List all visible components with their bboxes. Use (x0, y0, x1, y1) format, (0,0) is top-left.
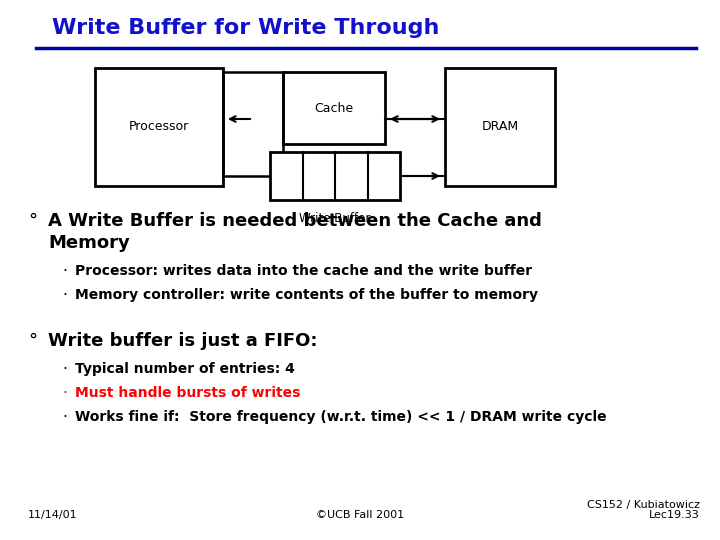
Text: A Write Buffer is needed between the Cache and: A Write Buffer is needed between the Cac… (48, 212, 542, 230)
Text: ·: · (62, 288, 67, 303)
Text: 11/14/01: 11/14/01 (28, 510, 78, 520)
Text: ·: · (62, 386, 67, 401)
Text: Processor: Processor (129, 120, 189, 133)
Text: Typical number of entries: 4: Typical number of entries: 4 (75, 362, 295, 376)
Text: Write buffer is just a FIFO:: Write buffer is just a FIFO: (48, 332, 318, 350)
Text: Memory: Memory (48, 234, 130, 252)
Text: Must handle bursts of writes: Must handle bursts of writes (75, 386, 300, 400)
Text: °: ° (28, 212, 37, 230)
Text: Cache: Cache (315, 102, 354, 114)
Bar (270, 152, 400, 200)
Text: Works fine if:  Store frequency (w.r.t. time) << 1 / DRAM write cycle: Works fine if: Store frequency (w.r.t. t… (75, 410, 607, 424)
Bar (283, 72, 385, 144)
Text: ·: · (62, 362, 67, 377)
Text: ·: · (62, 410, 67, 425)
Text: Processor: writes data into the cache and the write buffer: Processor: writes data into the cache an… (75, 264, 532, 278)
Text: Memory controller: write contents of the buffer to memory: Memory controller: write contents of the… (75, 288, 538, 302)
Text: DRAM: DRAM (482, 120, 518, 133)
Text: ·: · (62, 264, 67, 279)
Bar (445, 68, 555, 186)
Text: CS152 / Kubiatowicz: CS152 / Kubiatowicz (587, 500, 700, 510)
Text: ©UCB Fall 2001: ©UCB Fall 2001 (316, 510, 404, 520)
Text: Lec19.33: Lec19.33 (649, 510, 700, 520)
Text: Write Buffer: Write Buffer (300, 212, 371, 225)
Text: °: ° (28, 332, 37, 350)
Bar (95, 68, 223, 186)
Text: Write Buffer for Write Through: Write Buffer for Write Through (52, 18, 439, 38)
